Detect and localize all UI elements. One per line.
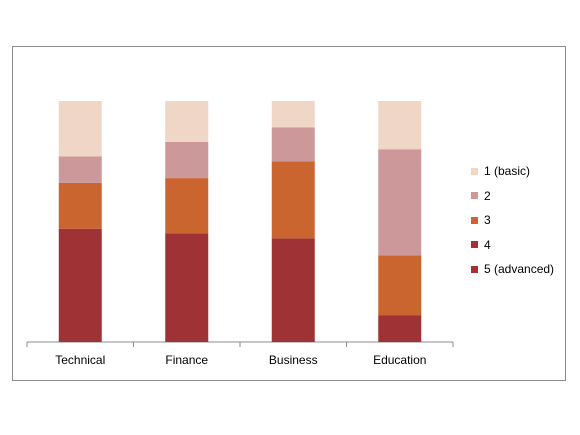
- stacked-bar-chart: Technical Finance Business Education: [26, 101, 454, 367]
- legend-label: 2: [484, 188, 491, 203]
- bar-segment-finance-3: [165, 141, 209, 179]
- bar-segment-education-4: [378, 101, 422, 150]
- legend-swatch: [471, 265, 478, 273]
- category-label-technical: Technical: [55, 353, 105, 367]
- bar-segment-business-4: [271, 101, 315, 128]
- bar-segment-education-1: [378, 315, 422, 342]
- legend-item: 3: [471, 208, 554, 233]
- bar-segment-technical-2: [58, 182, 102, 229]
- legend-item: 5 (advanced): [471, 257, 554, 282]
- chart-legend: 1 (basic) 2 3 4 5 (advanced): [471, 159, 554, 282]
- bar-segment-technical-3: [58, 156, 102, 183]
- legend-item: 4: [471, 233, 554, 258]
- category-label-business: Business: [269, 353, 318, 367]
- bar-segment-finance-2: [165, 178, 209, 234]
- legend-label: 3: [484, 213, 491, 228]
- legend-swatch: [471, 241, 478, 249]
- bar-segment-business-3: [271, 127, 315, 162]
- bar-segment-finance-1: [165, 233, 209, 342]
- legend-swatch: [471, 167, 478, 175]
- legend-label: 4: [484, 237, 491, 252]
- legend-item: 2: [471, 184, 554, 209]
- legend-swatch: [471, 192, 478, 200]
- bar-segment-education-3: [378, 149, 422, 256]
- bar-segment-education-2: [378, 255, 422, 316]
- bar-segment-finance-4: [165, 101, 209, 142]
- bar-segment-business-2: [271, 161, 315, 239]
- bar-segment-business-1: [271, 238, 315, 342]
- category-label-finance: Finance: [165, 353, 208, 367]
- legend-label: 5 (advanced): [484, 262, 555, 277]
- category-label-education: Education: [373, 353, 426, 367]
- legend-swatch: [471, 216, 478, 224]
- bar-segment-technical-4: [58, 101, 102, 157]
- chart-frame: Technical Finance Business Education 1 (bas…: [12, 46, 566, 381]
- legend-label: 1 (basic): [484, 164, 531, 179]
- bar-segment-technical-1: [58, 228, 102, 342]
- legend-item: 1 (basic): [471, 159, 554, 184]
